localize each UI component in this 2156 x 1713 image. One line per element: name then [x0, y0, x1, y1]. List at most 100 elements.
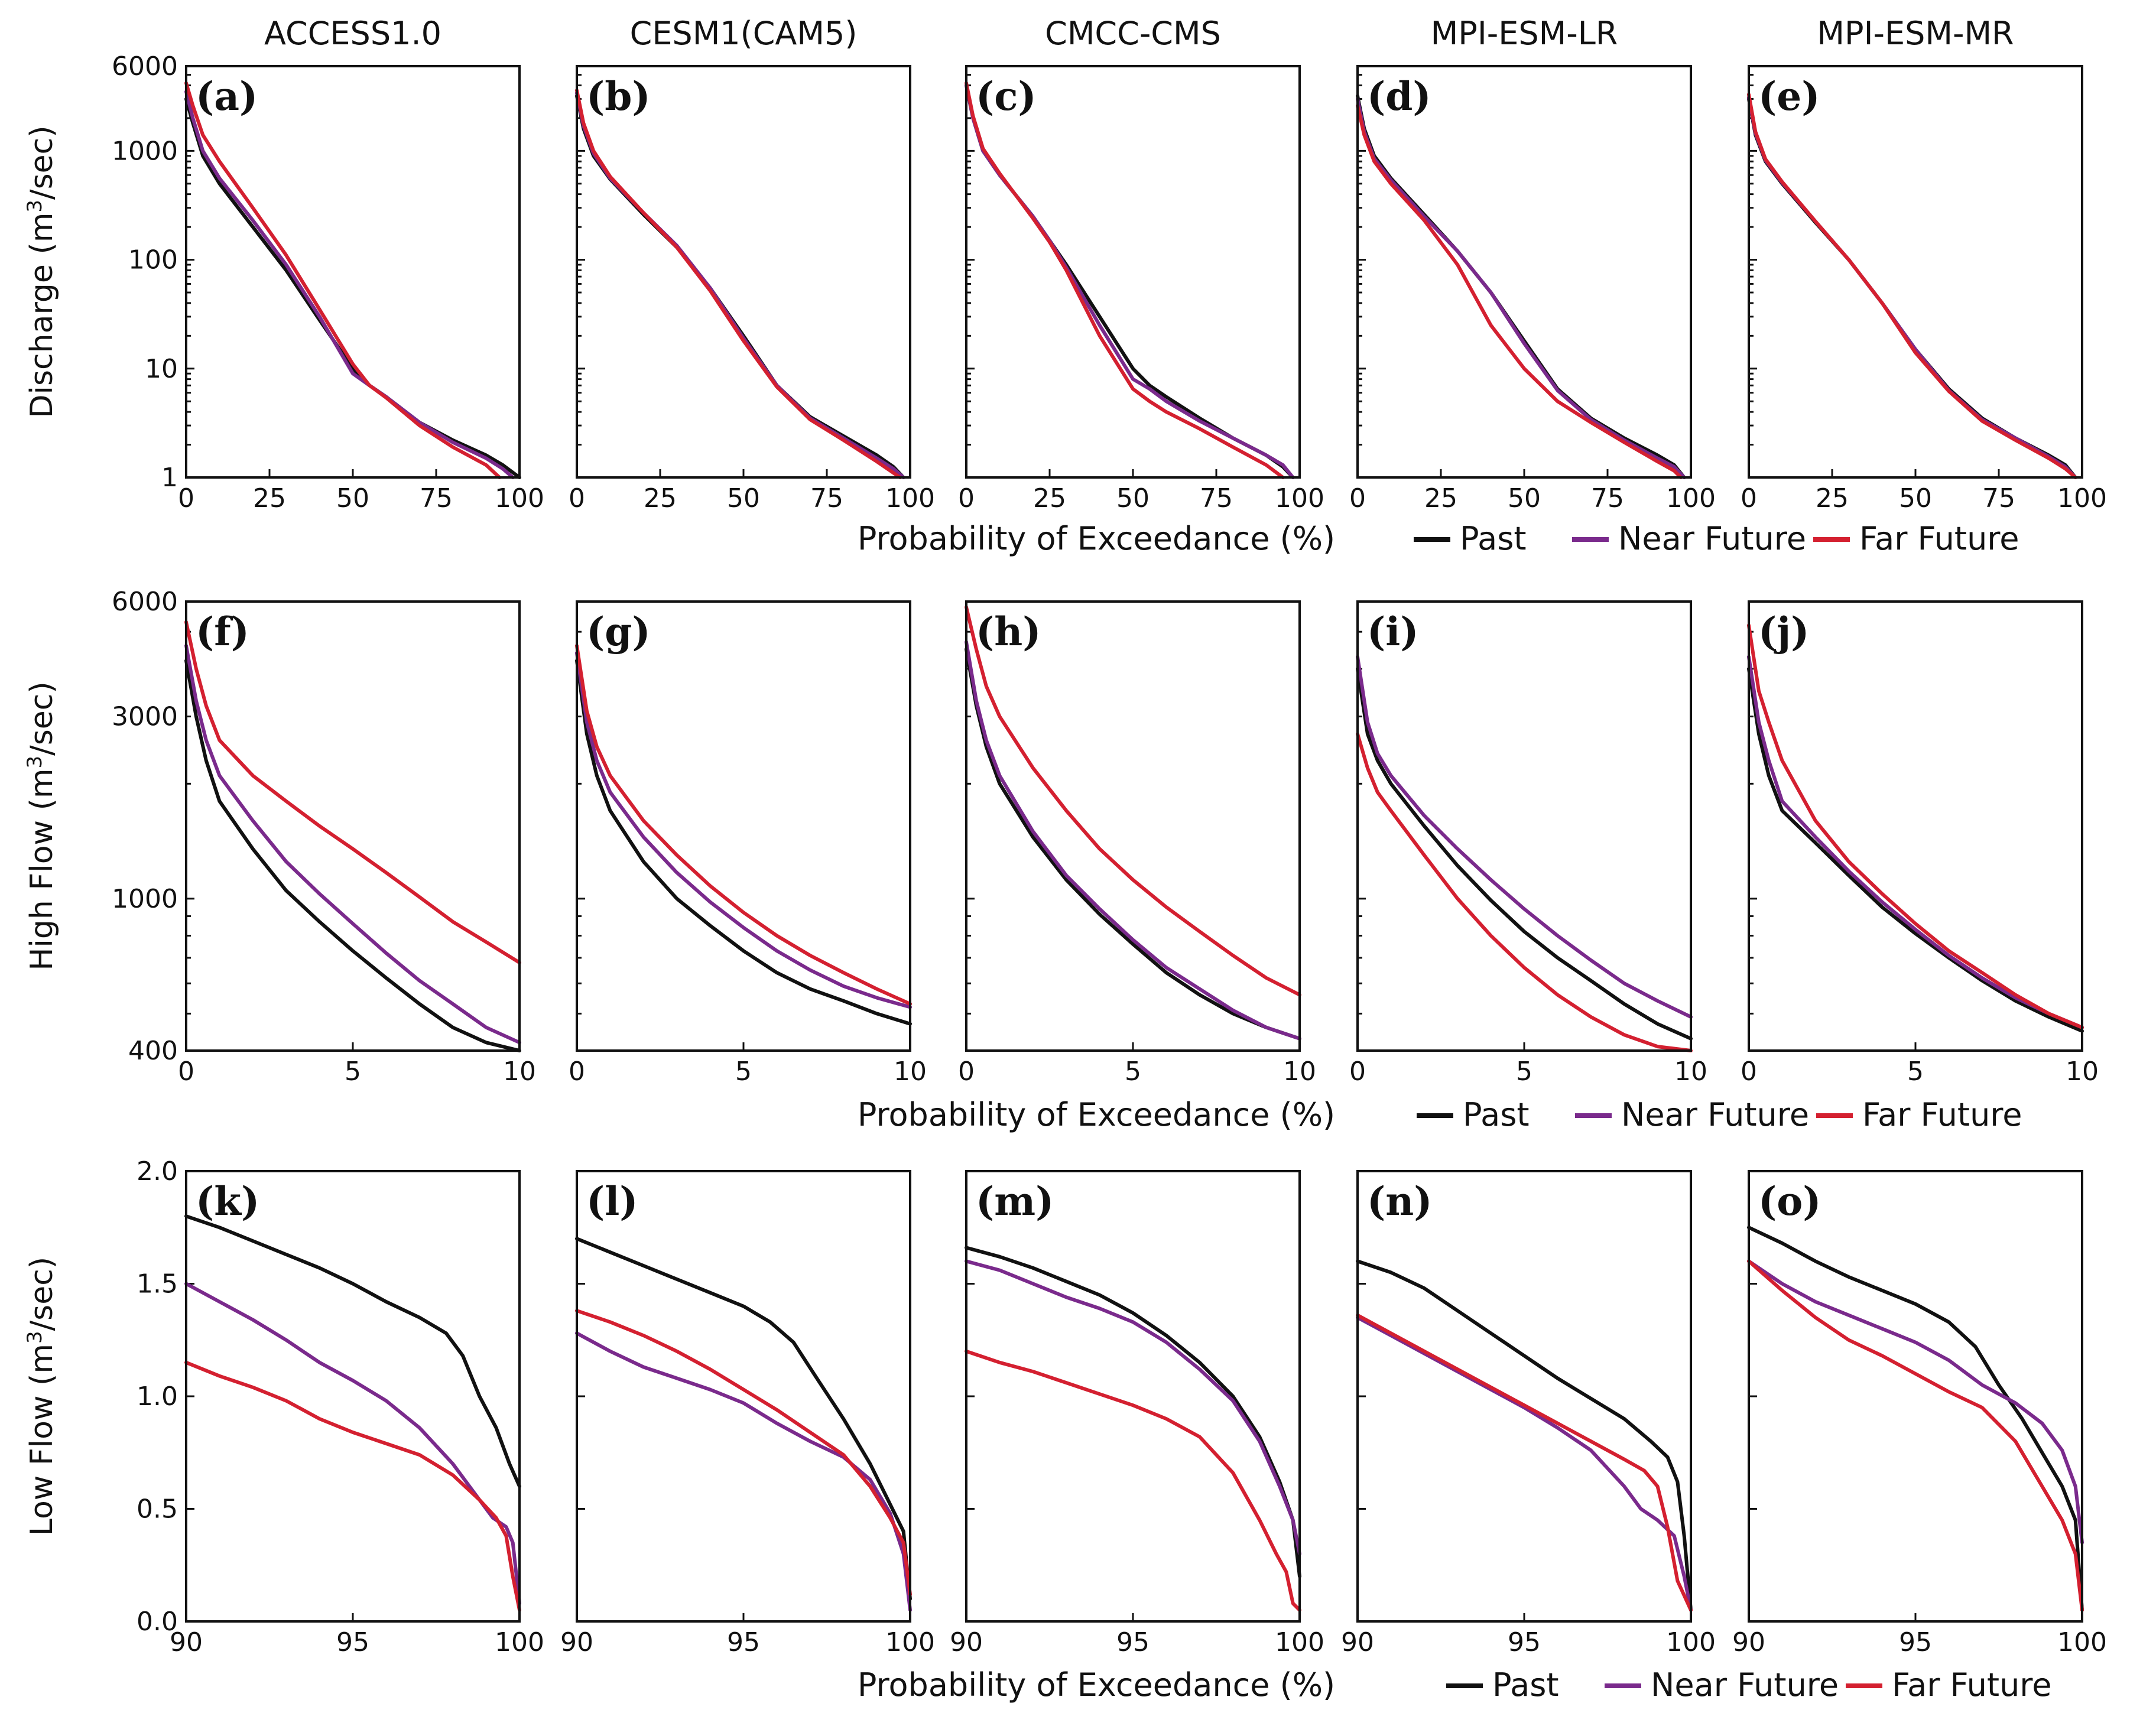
- panel-letter: (k): [196, 1178, 259, 1224]
- y-tick-label: 3000: [112, 702, 178, 732]
- series-line-near: [184, 643, 521, 1045]
- y-tick-label: 1000: [112, 884, 178, 914]
- plot-frame: [1356, 600, 1692, 1052]
- series-line-near: [575, 651, 912, 1009]
- x-tick-label: 0: [958, 483, 975, 513]
- series-line-near: [184, 90, 515, 479]
- y-axis-label: High Flow (m3/sec): [23, 681, 60, 970]
- plot-frame: [1748, 65, 2083, 479]
- x-tick-label: 0: [1349, 1057, 1366, 1087]
- x-tick-label: 5: [1125, 1057, 1141, 1087]
- plot-frame: [185, 600, 521, 1052]
- x-tick-label: 95: [1116, 1627, 1150, 1657]
- panel-letter: (e): [1758, 73, 1820, 119]
- model-title: CESM1(CAM5): [630, 15, 858, 52]
- y-axis-label: Discharge (m3/sec): [23, 125, 60, 418]
- series-line-past: [965, 1246, 1301, 1578]
- y-tick-label: 1.0: [137, 1382, 178, 1412]
- series-line-past: [575, 659, 912, 1026]
- series-line-far: [965, 81, 1285, 479]
- x-tick-label: 100: [1275, 1627, 1324, 1657]
- x-tick-label: 25: [253, 483, 286, 513]
- legend-label-past: Past: [1492, 1666, 1559, 1704]
- panel-k: 90 95 100 (k): [170, 1170, 544, 1657]
- series-line-far: [965, 1349, 1301, 1612]
- panel-letter: (m): [976, 1178, 1054, 1224]
- series-line-far: [575, 1309, 912, 1597]
- x-tick-label: 0: [569, 483, 585, 513]
- series-line-past: [1747, 1226, 2084, 1612]
- panel-letter: (o): [1758, 1178, 1821, 1224]
- x-tick-label: 100: [885, 1627, 935, 1657]
- plot-frame: [1748, 600, 2083, 1052]
- legend-label-past: Past: [1460, 520, 1527, 557]
- plot-frame: [965, 600, 1301, 1052]
- series-line-past: [184, 659, 521, 1052]
- x-tick-label: 5: [735, 1057, 752, 1087]
- plot-frame: [576, 65, 911, 479]
- plot-frame: [1356, 65, 1692, 479]
- y-tick-label: 400: [128, 1036, 178, 1066]
- legend-label-far: Far Future: [1859, 520, 2019, 557]
- x-tick-label: 25: [1816, 483, 1849, 513]
- plot-frame: [1748, 1170, 2083, 1623]
- plot-frame: [576, 1170, 911, 1623]
- x-tick-label: 5: [1907, 1057, 1924, 1087]
- x-tick-label: 75: [810, 483, 843, 513]
- x-tick-label: 0: [1741, 483, 1757, 513]
- x-tick-label: 90: [1341, 1627, 1374, 1657]
- legend: Past Near Future Far Future: [1446, 1666, 2052, 1704]
- series-line-far: [184, 620, 521, 965]
- series-line-far: [1747, 1259, 2084, 1612]
- series-line-near: [1747, 655, 2084, 1029]
- x-tick-label: 95: [1899, 1627, 1932, 1657]
- panel-i: 0 5 10 (i): [1349, 600, 1707, 1087]
- series-line-near: [1747, 1259, 2084, 1545]
- y-tick-label: 0.0: [137, 1607, 178, 1637]
- panel-letter: (g): [586, 609, 651, 655]
- x-tick-label: 95: [1508, 1627, 1541, 1657]
- series-line-far: [1356, 1313, 1693, 1612]
- x-tick-label: 100: [495, 483, 544, 513]
- model-title: ACCESS1.0: [264, 15, 441, 52]
- x-tick-label: 50: [1508, 483, 1541, 513]
- series-line-past: [575, 94, 905, 479]
- series-line-far: [1356, 732, 1693, 1052]
- x-tick-label: 100: [1666, 1627, 1716, 1657]
- plot-frame: [185, 65, 521, 479]
- x-tick-label: 100: [885, 483, 935, 513]
- series-line-near: [1356, 1315, 1693, 1612]
- x-tick-label: 50: [727, 483, 760, 513]
- series-line-far: [575, 643, 912, 1006]
- series-line-past: [184, 97, 521, 479]
- x-tick-label: 10: [1283, 1057, 1316, 1087]
- x-tick-label: 100: [2057, 1627, 2107, 1657]
- panel-d: 0 25 50 75 100 (d): [1349, 65, 1716, 513]
- series-line-near: [575, 91, 905, 479]
- x-tick-label: 100: [1275, 483, 1324, 513]
- series-line-far: [184, 1360, 521, 1612]
- panel-letter: (h): [976, 609, 1041, 655]
- panel-f: 0 5 10 (f): [178, 600, 536, 1087]
- panel-letter: (n): [1367, 1178, 1432, 1224]
- x-tick-label: 0: [569, 1057, 585, 1087]
- series-line-near: [965, 83, 1295, 479]
- series-line-past: [184, 1214, 521, 1488]
- series-line-far: [1747, 92, 2077, 479]
- x-tick-label: 10: [894, 1057, 927, 1087]
- model-title: MPI-ESM-LR: [1431, 15, 1618, 52]
- x-tick-label: 95: [727, 1627, 760, 1657]
- panel-letter: (j): [1758, 609, 1809, 655]
- series-line-past: [965, 647, 1301, 1041]
- panel-letter: (d): [1367, 73, 1431, 119]
- y-tick-label: 0.5: [137, 1494, 178, 1525]
- series-line-near: [1356, 655, 1693, 1019]
- x-tick-label: 25: [1033, 483, 1066, 513]
- y-tick-label: 1: [161, 463, 178, 493]
- panel-letter: (c): [976, 73, 1037, 119]
- legend: Past Near Future Far Future: [1414, 520, 2019, 557]
- x-tick-label: 100: [2057, 483, 2107, 513]
- x-tick-label: 75: [1200, 483, 1233, 513]
